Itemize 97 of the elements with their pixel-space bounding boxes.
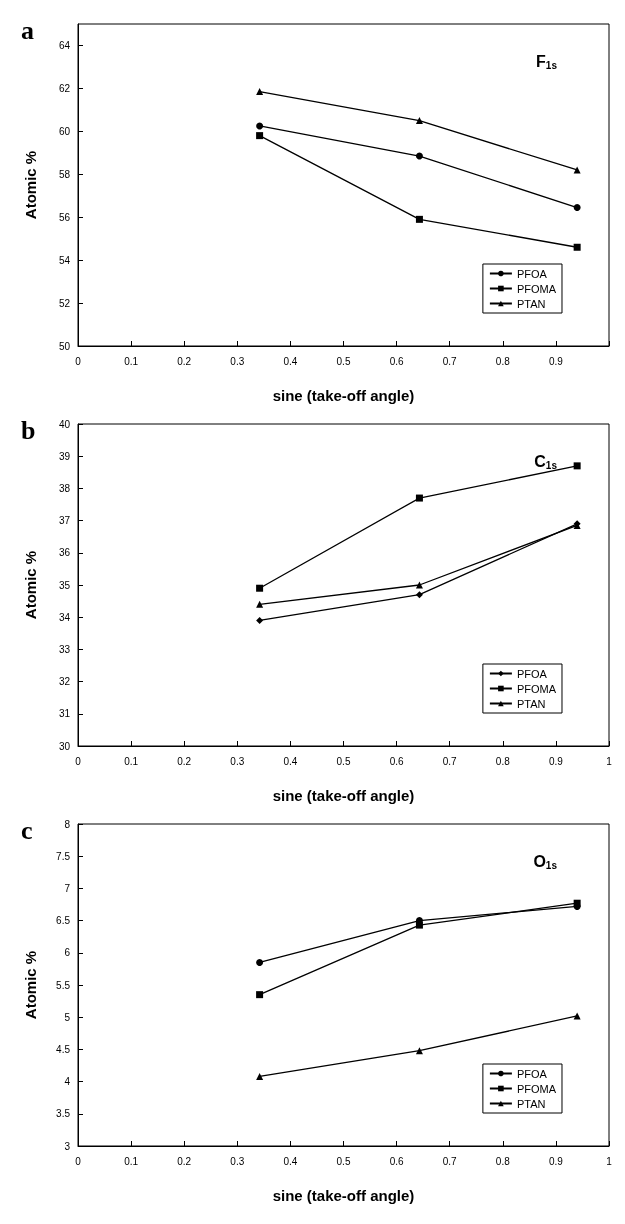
chart-title: b xyxy=(21,415,36,445)
x-tick-label: 0.8 xyxy=(495,755,511,767)
y-tick-label: 62 xyxy=(58,82,71,94)
point xyxy=(415,215,423,223)
x-tick-label: 0 xyxy=(75,755,82,767)
x-axis-title: sine (take-off angle) xyxy=(272,1187,415,1204)
x-tick-label: 0.4 xyxy=(283,1155,298,1167)
point xyxy=(415,152,423,160)
x-tick-label: 0.1 xyxy=(124,355,139,367)
point xyxy=(256,122,264,130)
y-axis-title: Atomic % xyxy=(22,550,39,620)
point xyxy=(415,494,423,502)
y-tick-label: 58 xyxy=(58,168,71,180)
y-tick-label: 5 xyxy=(64,1011,71,1023)
x-tick-label: 0.7 xyxy=(442,355,458,367)
x-tick-label: 0.8 xyxy=(495,1155,511,1167)
point xyxy=(256,132,264,140)
y-tick-label: 64 xyxy=(58,39,71,51)
x-tick-label: 0.9 xyxy=(548,355,564,367)
x-tick-label: 0.2 xyxy=(177,755,192,767)
legend-label: PFOA xyxy=(516,1067,548,1080)
chart-title: c xyxy=(21,815,33,845)
x-tick-label: 0.4 xyxy=(283,355,298,367)
x-tick-label: 0.7 xyxy=(442,755,458,767)
y-tick-label: 7.5 xyxy=(56,850,71,862)
x-tick-label: 0.2 xyxy=(177,355,192,367)
y-tick-label: 60 xyxy=(58,125,71,137)
legend-label: PFOMA xyxy=(516,1082,557,1095)
y-tick-label: 5.5 xyxy=(56,979,71,991)
legend-label: PFOA xyxy=(516,667,548,680)
x-tick-label: 0.5 xyxy=(336,355,351,367)
point xyxy=(256,1072,264,1080)
point xyxy=(415,117,423,125)
x-tick-label: 1 xyxy=(606,755,613,767)
point xyxy=(573,243,581,251)
y-tick-label: 6.5 xyxy=(56,915,71,927)
point xyxy=(256,584,264,592)
x-tick-label: 0.5 xyxy=(336,1155,351,1167)
chart-title: a xyxy=(21,15,34,45)
point xyxy=(256,616,264,624)
x-tick-label: 0.9 xyxy=(548,1155,564,1167)
point xyxy=(415,591,423,599)
y-tick-label: 31 xyxy=(58,708,71,720)
y-tick-label: 6 xyxy=(64,947,71,959)
y-tick-label: 56 xyxy=(58,211,71,223)
y-tick-label: 52 xyxy=(58,297,71,309)
legend-label: PFOMA xyxy=(516,282,557,295)
x-tick-label: 0.4 xyxy=(283,755,298,767)
y-axis-title: Atomic % xyxy=(22,150,39,220)
point xyxy=(256,958,264,966)
x-tick-label: 0.3 xyxy=(230,355,245,367)
point xyxy=(573,462,581,470)
y-tick-label: 30 xyxy=(58,740,71,752)
y-tick-label: 37 xyxy=(58,515,71,527)
point xyxy=(256,991,264,999)
x-tick-label: 1 xyxy=(606,1155,613,1167)
legend-label: PFOMA xyxy=(516,682,557,695)
point xyxy=(256,88,264,96)
x-tick-label: 0.2 xyxy=(177,1155,192,1167)
x-tick-label: 0.9 xyxy=(548,755,564,767)
x-axis-title: sine (take-off angle) xyxy=(272,387,415,404)
x-tick-label: 0.3 xyxy=(230,1155,245,1167)
legend-label: PFOA xyxy=(516,267,548,280)
x-tick-label: 0.6 xyxy=(389,1155,404,1167)
y-tick-label: 40 xyxy=(58,418,71,430)
y-tick-label: 38 xyxy=(58,482,71,494)
legend-label: PTAN xyxy=(516,697,546,710)
x-tick-label: 0.1 xyxy=(124,1155,139,1167)
y-axis-title: Atomic % xyxy=(22,950,39,1020)
y-tick-label: 54 xyxy=(58,254,71,266)
y-tick-label: 34 xyxy=(58,611,71,623)
y-tick-label: 35 xyxy=(58,579,71,591)
y-tick-label: 39 xyxy=(58,450,71,462)
y-tick-label: 32 xyxy=(58,676,71,688)
x-tick-label: 0.6 xyxy=(389,755,404,767)
y-tick-label: 36 xyxy=(58,547,71,559)
point xyxy=(415,1047,423,1055)
x-tick-label: 0 xyxy=(75,355,82,367)
x-axis-title: sine (take-off angle) xyxy=(272,787,415,804)
x-tick-label: 0.3 xyxy=(230,755,245,767)
x-tick-label: 0.1 xyxy=(124,755,139,767)
y-tick-label: 33 xyxy=(58,643,71,655)
y-tick-label: 3 xyxy=(64,1140,71,1152)
y-tick-label: 4.5 xyxy=(56,1043,71,1055)
y-tick-label: 4 xyxy=(64,1076,71,1088)
y-tick-label: 50 xyxy=(58,340,71,352)
x-tick-label: 0.7 xyxy=(442,1155,458,1167)
x-tick-label: 0.6 xyxy=(389,355,404,367)
x-tick-label: 0 xyxy=(75,1155,82,1167)
y-tick-label: 7 xyxy=(64,882,71,894)
x-tick-label: 0.5 xyxy=(336,755,351,767)
y-tick-label: 8 xyxy=(64,818,71,830)
legend-label: PTAN xyxy=(516,297,546,310)
point xyxy=(573,204,581,212)
x-tick-label: 0.8 xyxy=(495,355,511,367)
legend-label: PTAN xyxy=(516,1097,546,1110)
y-tick-label: 3.5 xyxy=(56,1108,71,1120)
